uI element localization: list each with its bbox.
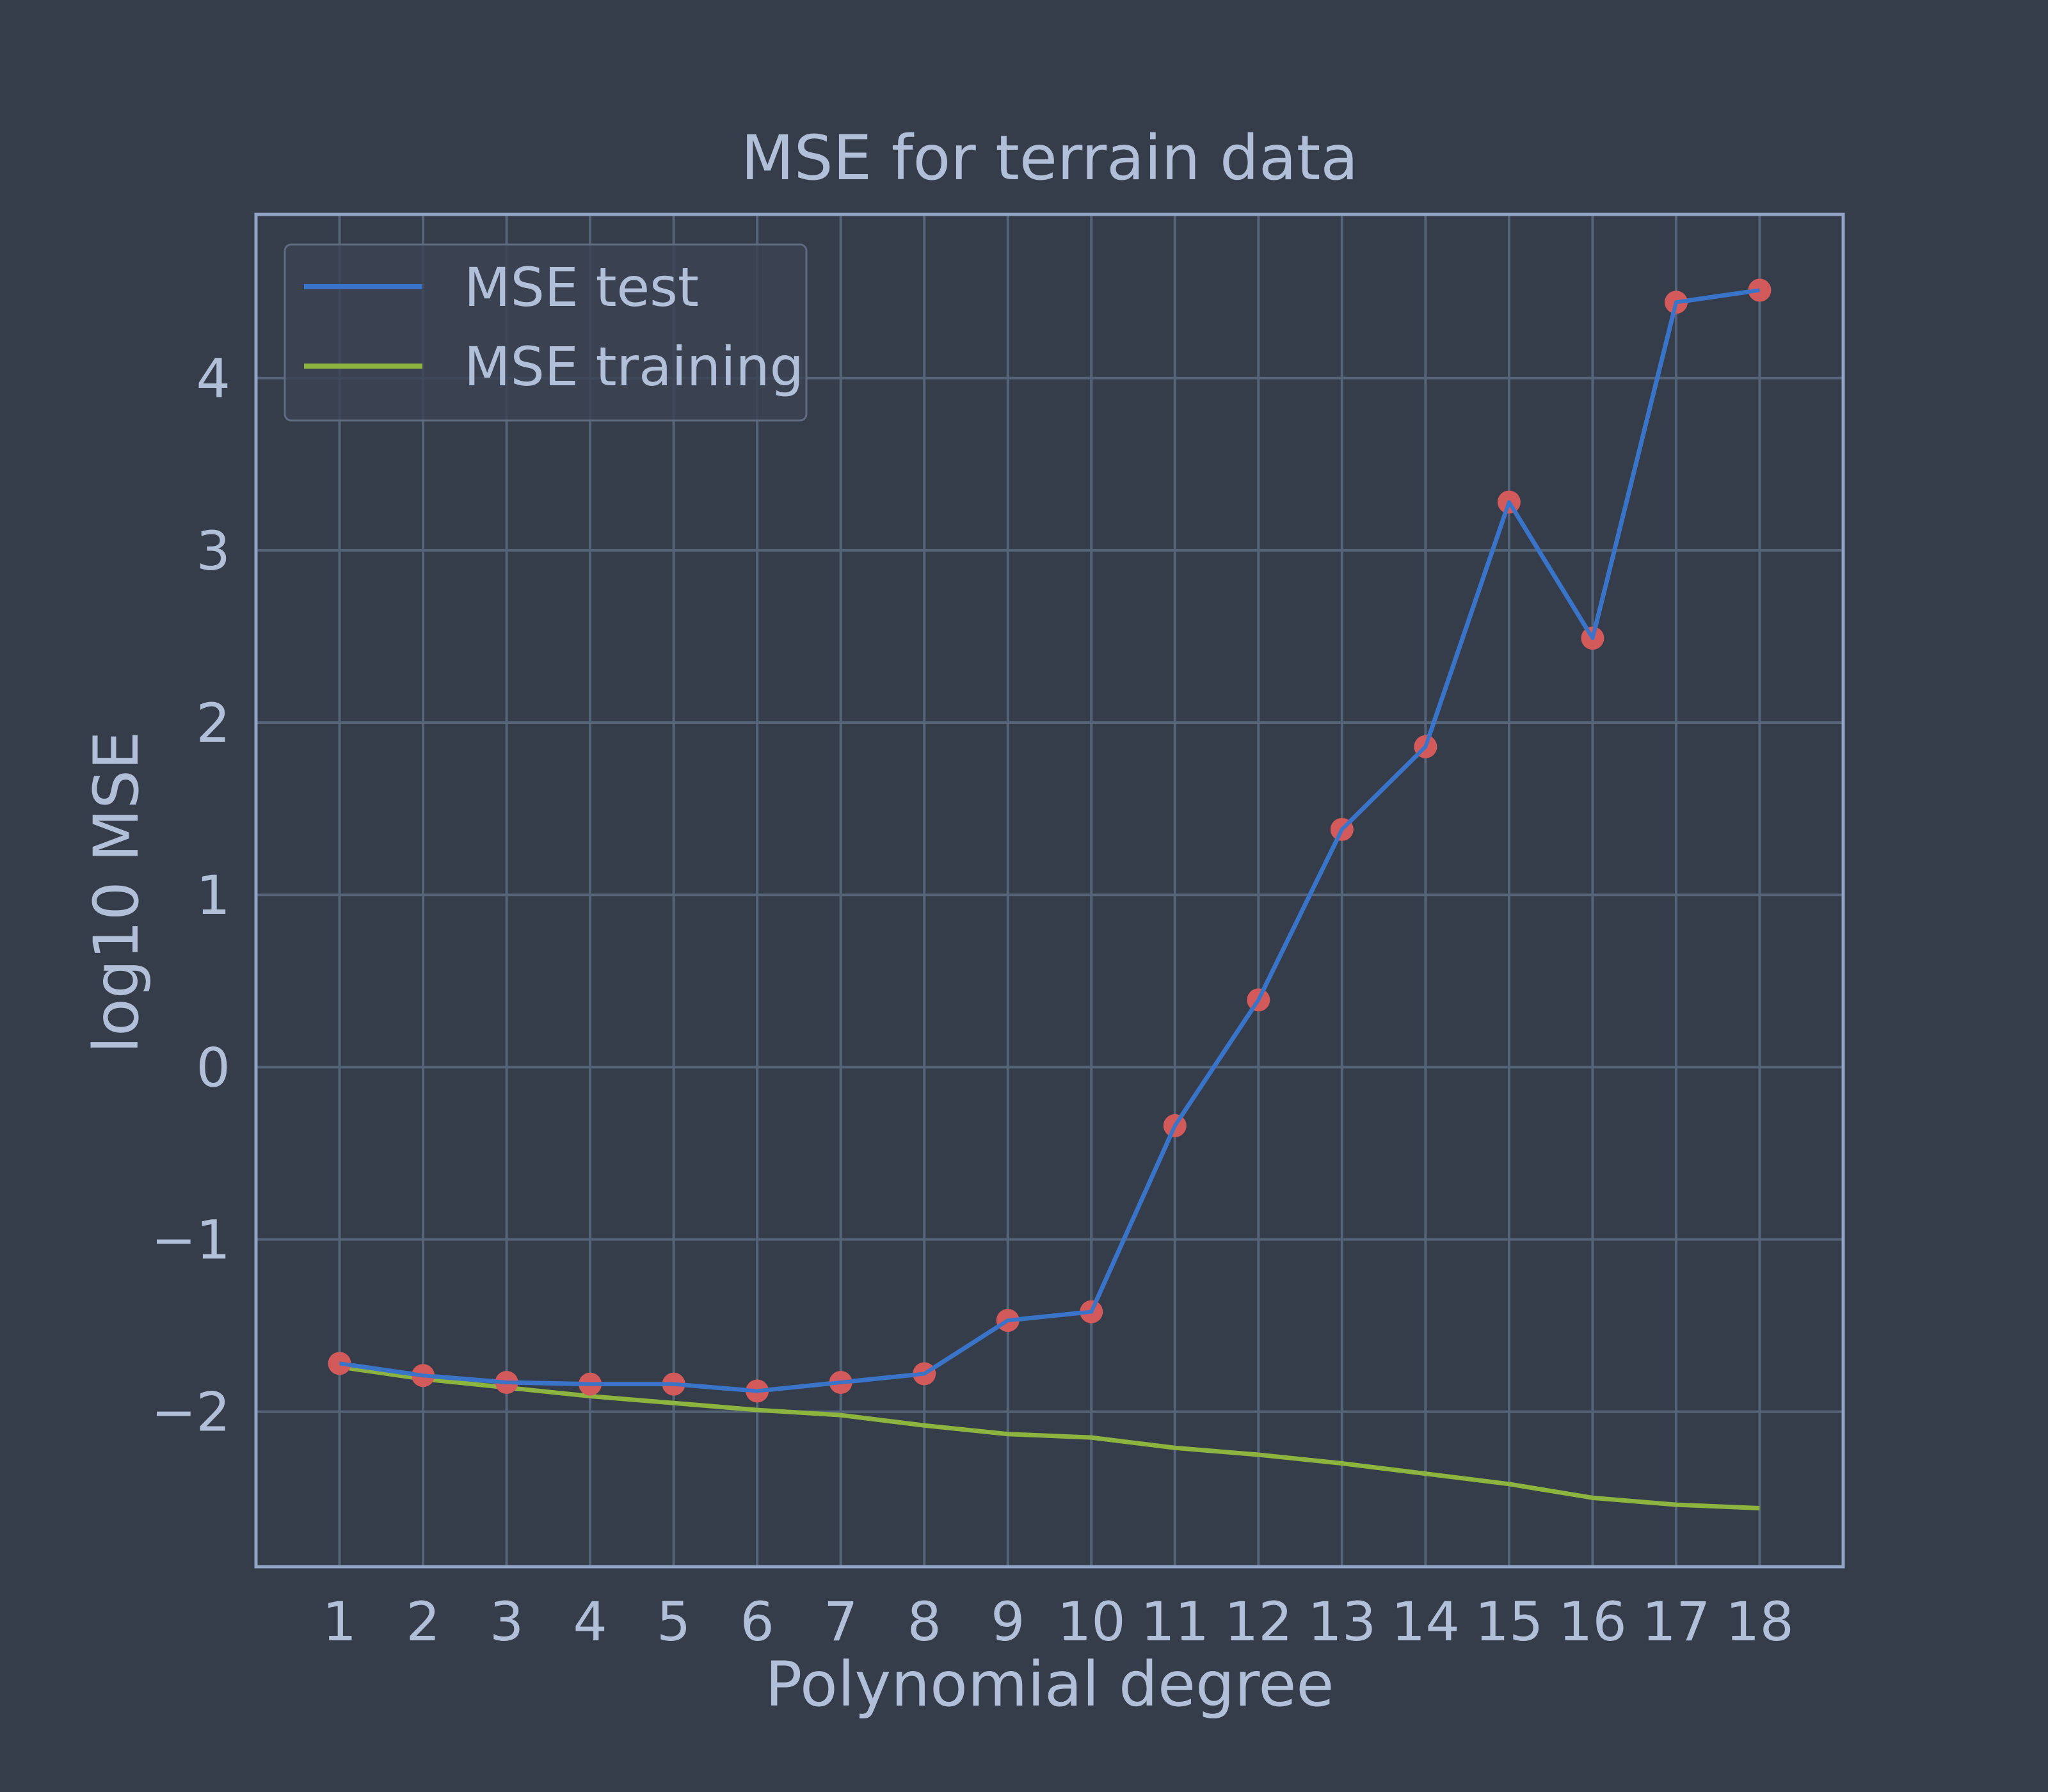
grid [256, 214, 1843, 1567]
chart-title: MSE for terrain data [741, 122, 1359, 194]
x-tick-label: 9 [991, 1590, 1025, 1653]
series-layer [328, 278, 1772, 1510]
legend: MSE test MSE training [284, 243, 808, 422]
series-line-test-overlay [339, 288, 1760, 1393]
y-tick-label: 2 [196, 692, 230, 755]
series-line-training [339, 1364, 1760, 1510]
x-tick-label: 10 [1057, 1590, 1126, 1653]
x-tick-label: 12 [1224, 1590, 1293, 1653]
x-tick-label: 6 [740, 1590, 774, 1653]
axes-frame [254, 212, 1845, 1569]
x-tick-label: 2 [406, 1590, 440, 1653]
x-tick-label: 15 [1475, 1590, 1543, 1653]
y-tick-label: 3 [196, 520, 230, 582]
y-axis-label: log10 MSE [81, 731, 152, 1053]
x-tick-label: 11 [1140, 1590, 1209, 1653]
x-tick-label: 17 [1642, 1590, 1711, 1653]
x-axis-label: Polynomial degree [765, 1649, 1334, 1720]
x-tick-label: 5 [657, 1590, 691, 1653]
y-tick-label: −1 [151, 1209, 230, 1272]
x-tick-label: 3 [490, 1590, 524, 1653]
x-tick-label: 1 [323, 1590, 356, 1653]
y-tick-label: −2 [151, 1381, 230, 1444]
x-tick-label: 13 [1308, 1590, 1376, 1653]
legend-label-test: MSE test [464, 256, 699, 319]
legend-label-training: MSE training [464, 335, 804, 398]
y-tick-label: 0 [196, 1036, 230, 1099]
x-tick-label: 8 [907, 1590, 941, 1653]
x-tick-label: 4 [573, 1590, 607, 1653]
y-tick-label: 1 [196, 864, 230, 927]
x-tick-label: 14 [1391, 1590, 1460, 1653]
x-tick-label: 16 [1558, 1590, 1627, 1653]
y-tick-label: 4 [196, 348, 230, 410]
x-tick-label: 18 [1725, 1590, 1794, 1653]
x-tick-label: 7 [824, 1590, 858, 1653]
